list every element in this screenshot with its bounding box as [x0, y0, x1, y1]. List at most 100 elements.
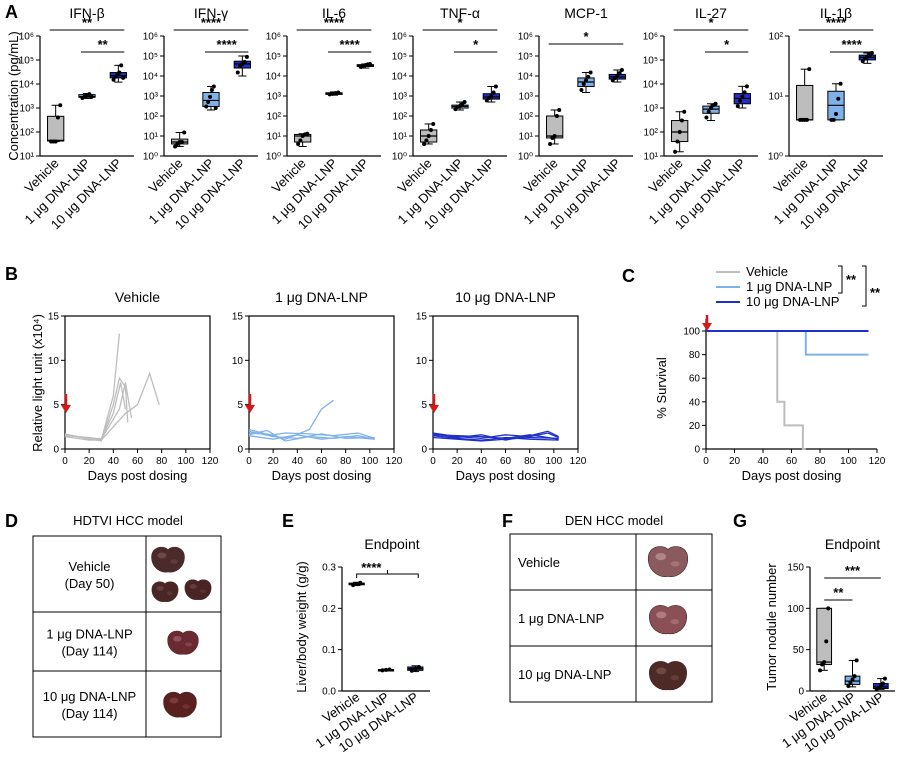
liver-highlight: [157, 552, 167, 559]
liver-highlight: [655, 553, 667, 561]
y-tick-label: 10⁰: [392, 152, 407, 163]
y-tick-label: 10¹: [267, 132, 282, 143]
x-tick-label: 80: [156, 456, 168, 467]
survival-curve: [706, 330, 806, 450]
data-point: [336, 90, 341, 95]
y-tick-label: 10⁵: [143, 52, 158, 63]
row-name: 1 μg DNA-LNP: [518, 611, 604, 626]
panel-title: Endpoint: [825, 536, 880, 552]
x-axis-label: Days post dosing: [272, 468, 372, 483]
y-tick-label: 10³: [20, 104, 35, 115]
data-point: [213, 106, 218, 111]
y-tick-label: 10²: [644, 128, 659, 139]
box-1: [202, 91, 220, 107]
liver-image: [151, 546, 185, 573]
data-point: [880, 681, 885, 686]
bioluminescence-panel: Vehicle 0 20 40 60 80 100 120 0 5 10 15 Days post do…: [48, 289, 219, 483]
y-tick-label: 5: [421, 400, 427, 411]
y-tick-label: 10²: [267, 112, 282, 123]
x-tick-label: 80: [524, 456, 536, 467]
dosing-arrow-head: [61, 405, 71, 413]
y-tick-label: 5: [237, 400, 243, 411]
y-tick-label: 10¹: [144, 132, 159, 143]
liver-highlight: [169, 697, 179, 704]
data-point: [579, 87, 584, 92]
significance-label: ***: [845, 563, 861, 578]
plot-frame: [248, 315, 395, 450]
y-tick-label: 20: [689, 421, 701, 432]
x-tick-label: 0: [62, 456, 68, 467]
data-point: [557, 107, 562, 112]
data-point: [428, 127, 433, 132]
data-point: [677, 130, 682, 134]
y-tick-label: 10²: [519, 112, 534, 123]
y-tick-label: 10⁰: [143, 152, 158, 163]
data-point: [413, 667, 418, 672]
data-point: [742, 90, 747, 95]
y-tick-label: 10³: [144, 92, 159, 103]
y-tick-label: 0: [53, 445, 59, 456]
liver-highlight: [656, 667, 667, 675]
significance-label: *: [473, 37, 479, 52]
significance-label: **: [98, 37, 109, 52]
panel-title: IL-1β: [820, 5, 852, 21]
data-point: [351, 583, 356, 588]
data-point: [111, 77, 116, 82]
significance-label: ****: [324, 15, 345, 30]
data-point: [850, 677, 855, 682]
data-point: [117, 70, 122, 75]
data-point: [584, 78, 588, 83]
data-point: [416, 665, 421, 670]
x-tick-label: 100: [361, 456, 378, 467]
liver-highlight: [156, 586, 164, 591]
data-point: [462, 100, 467, 105]
data-point: [831, 117, 836, 122]
dosing-arrow-head: [429, 405, 439, 413]
y-tick-label: 10²: [393, 112, 408, 123]
data-point: [491, 90, 496, 95]
data-point: [87, 92, 92, 97]
legend-entry: 1 μg DNA-LNP: [746, 279, 832, 294]
series-line: [432, 435, 559, 441]
data-point: [804, 117, 809, 122]
x-tick-label: 0: [246, 456, 252, 467]
data-point: [740, 94, 745, 99]
y-tick-label: 10³: [267, 92, 282, 103]
x-tick-label: 0: [430, 456, 436, 467]
liver-highlight: [173, 636, 182, 642]
data-point: [824, 639, 829, 644]
liver-lobe: [647, 546, 689, 577]
y-tick-label: 10³: [644, 104, 659, 115]
y-tick-label: 0: [798, 687, 804, 698]
data-point: [89, 94, 94, 99]
x-tick-label: 20: [268, 456, 280, 467]
significance-label: *: [583, 29, 589, 44]
data-point: [489, 94, 494, 98]
panel-label-a: A: [5, 2, 18, 22]
x-tick-label: 80: [814, 456, 826, 467]
x-tick-label: 120: [570, 456, 587, 467]
data-point: [244, 54, 249, 59]
y-tick-label: 10⁶: [19, 32, 34, 43]
panel-label-f: F: [502, 511, 513, 531]
y-tick-label: 10²: [769, 32, 784, 43]
y-tick-label: 10⁵: [266, 52, 281, 63]
y-tick-label: 5: [53, 400, 59, 411]
x-axis-label: Days post dosing: [742, 468, 842, 483]
data-point: [807, 67, 812, 72]
y-axis-label: % Survival: [654, 357, 669, 419]
panel-title: 10 μg DNA-LNP: [455, 289, 556, 305]
liver-highlight: [670, 675, 680, 681]
y-tick-label: 0.1: [322, 645, 336, 656]
liver-highlight: [185, 642, 193, 647]
y-axis-label: Concentration (pg/mL): [6, 31, 21, 160]
liver-lobe: [649, 661, 687, 691]
x-axis-label: Days post dosing: [88, 468, 188, 483]
y-tick-label: 10⁰: [518, 152, 533, 163]
series-line: [432, 430, 559, 441]
table-frame: [509, 533, 713, 703]
